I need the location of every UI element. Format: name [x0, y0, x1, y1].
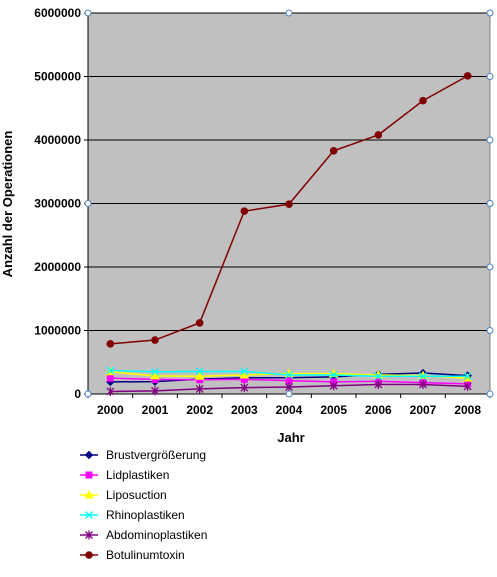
x-tick-label: 2006 [365, 403, 392, 417]
y-axis-title: Anzahl der Operationen [0, 131, 15, 278]
legend-marker [85, 551, 93, 559]
data-point [463, 381, 472, 391]
legend-label: Botulinumtoxin [106, 548, 185, 562]
data-point [240, 367, 249, 376]
y-tick-label: 2000000 [34, 260, 81, 274]
data-point [106, 340, 115, 348]
data-point [195, 384, 204, 394]
legend-label: Liposuction [106, 488, 167, 502]
data-point [106, 386, 115, 396]
x-tick-label: 2000 [97, 403, 124, 417]
x-axis-title: Jahr [277, 430, 304, 445]
selection-handle [486, 136, 494, 144]
series-botulinumtoxin [106, 72, 472, 348]
selection-handle [486, 200, 494, 207]
x-axis-ticks: 2000 2001 2002 2003 2004 2005 2006 2007 2008 [87, 394, 491, 417]
legend-item: Botulinumtoxin [80, 548, 185, 562]
legend-label: Rhinoplastiken [106, 508, 185, 522]
data-point [285, 200, 293, 208]
data-point [285, 382, 293, 392]
data-point [151, 367, 159, 376]
legend-item: Lidplastiken [80, 468, 169, 482]
selection-handle [486, 263, 494, 271]
legend-item: Abdominoplastiken [80, 528, 207, 542]
selection-handle [486, 327, 494, 334]
data-point [419, 96, 427, 105]
legend-item: Brustvergrößerung [80, 448, 206, 462]
y-tick-label: 6000000 [34, 6, 81, 20]
data-point [194, 371, 205, 380]
data-point [151, 386, 159, 396]
legend-marker [85, 530, 93, 540]
data-point [240, 383, 249, 393]
legend-marker [84, 450, 94, 460]
y-tick-label: 4000000 [34, 133, 81, 147]
data-point [151, 336, 159, 344]
y-tick-label: 5000000 [34, 70, 81, 84]
data-point [374, 372, 383, 381]
legend-label: Lidplastiken [106, 468, 169, 482]
data-point [374, 379, 383, 389]
data-point [195, 367, 204, 376]
legend: Brustvergrößerung Lidplastiken Liposuction… [80, 448, 207, 562]
selection-handle [285, 390, 293, 398]
data-point [419, 379, 427, 389]
x-tick-label: 2007 [410, 403, 437, 417]
legend-label: Abdominoplastiken [106, 528, 207, 542]
y-tick-label: 1000000 [34, 324, 81, 338]
series-abdominoplastiken [106, 379, 472, 396]
data-point [195, 319, 204, 327]
y-tick-label: 0 [74, 387, 81, 401]
plot-selection-handles [84, 9, 494, 398]
selection-handle [486, 73, 494, 80]
y-tick-label: 3000000 [34, 197, 81, 211]
selection-handle [486, 9, 494, 17]
selection-handle [84, 390, 92, 398]
data-point [374, 131, 383, 139]
data-point [285, 370, 293, 379]
data-point [419, 372, 427, 381]
data-point [463, 72, 472, 80]
legend-marker [84, 489, 94, 499]
series-lines [105, 72, 473, 396]
data-point [329, 146, 338, 155]
x-tick-label: 2004 [276, 403, 303, 417]
x-tick-label: 2002 [186, 403, 213, 417]
data-point [106, 366, 115, 375]
series-rhinoplastiken [106, 366, 472, 381]
selection-handle [84, 200, 92, 207]
x-tick-label: 2008 [454, 403, 481, 417]
data-point [239, 369, 250, 379]
data-point [240, 207, 249, 215]
x-tick-label: 2005 [320, 403, 347, 417]
selection-handle [285, 9, 293, 17]
legend-marker [85, 471, 93, 479]
data-point [106, 374, 114, 382]
legend-label: Brustvergrößerung [106, 448, 206, 462]
selection-handle [84, 9, 92, 17]
data-point [329, 381, 338, 391]
selection-handle [486, 390, 494, 398]
data-point [463, 372, 472, 381]
legend-item: Liposuction [80, 488, 167, 502]
x-tick-label: 2001 [142, 403, 169, 417]
x-tick-label: 2003 [231, 403, 258, 417]
data-point [150, 370, 160, 380]
legend-marker [85, 511, 93, 519]
legend-item: Rhinoplastiken [80, 508, 185, 522]
data-point [329, 370, 338, 379]
